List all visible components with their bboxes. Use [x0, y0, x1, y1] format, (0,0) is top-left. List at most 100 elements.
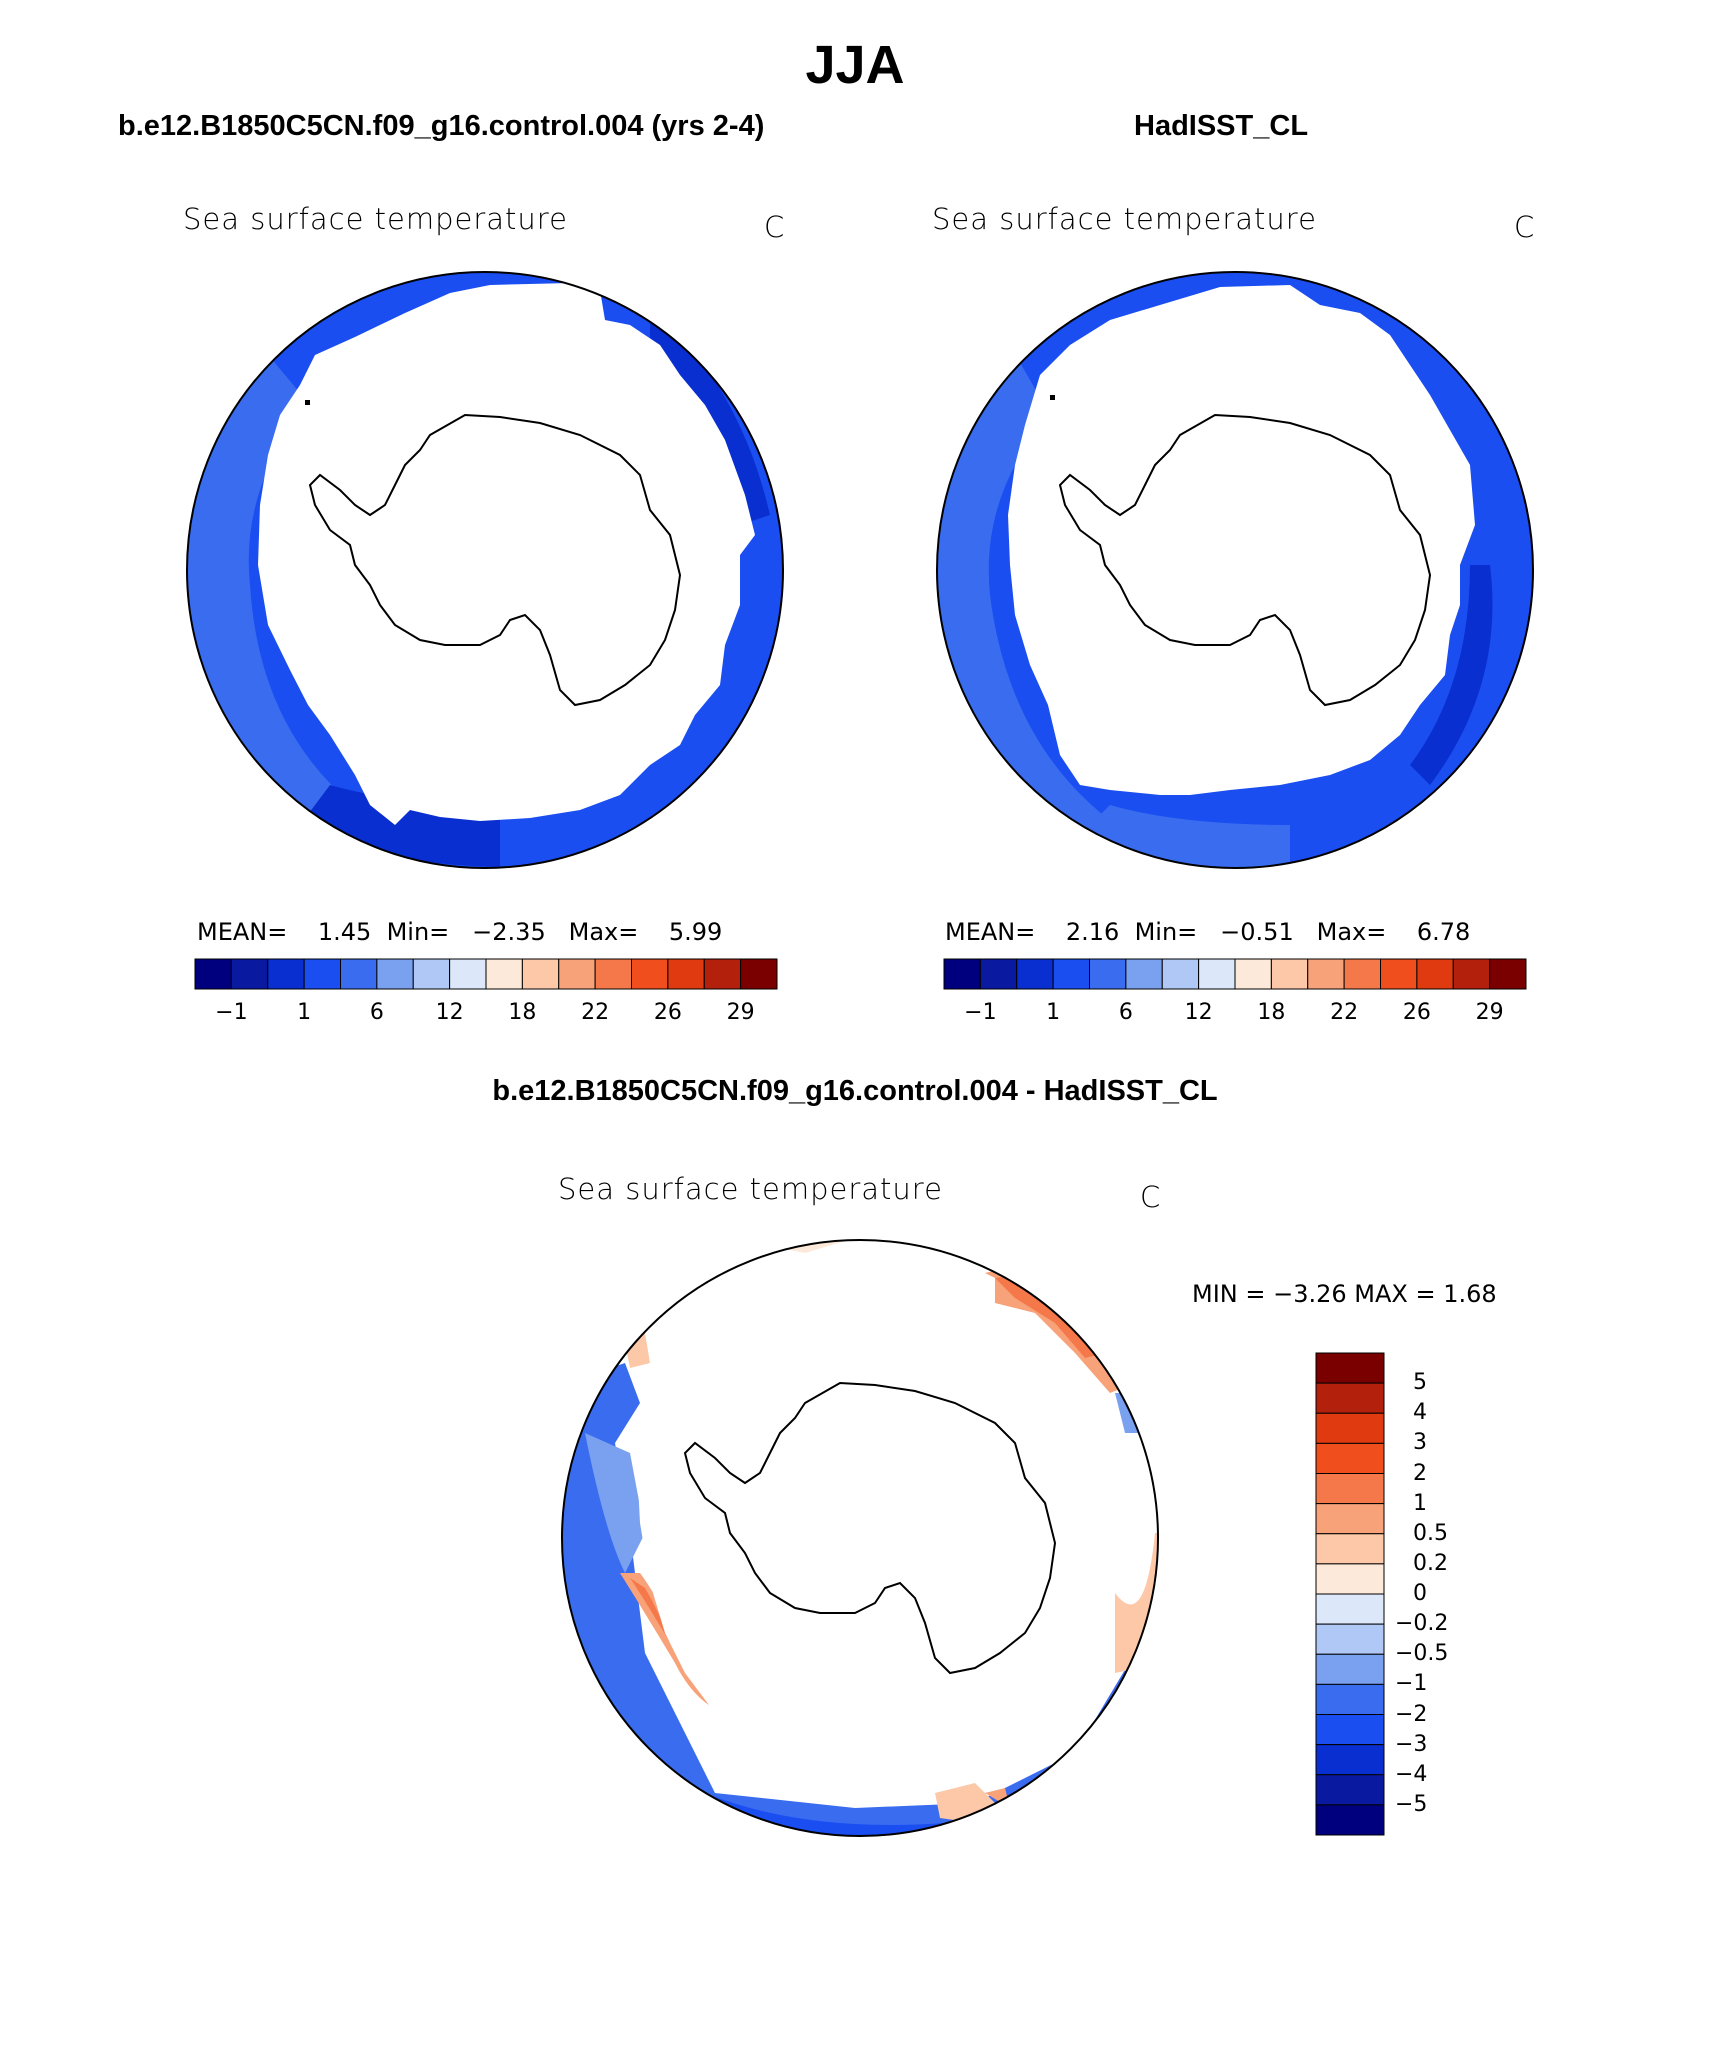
model-colorbar-tick-label: 18: [508, 1000, 537, 1025]
obs-colorbar-tick-label: 12: [1184, 1000, 1213, 1025]
diff-colorbar-tick-label: 4: [1413, 1400, 1427, 1426]
diff-colorbar-swatch: [1315, 1744, 1385, 1776]
diff-colorbar-swatch: [1315, 1593, 1385, 1625]
model-colorbar: [194, 958, 778, 990]
diff-units-label: C: [1140, 1180, 1161, 1214]
obs-colorbar-tick-label: 26: [1402, 1000, 1431, 1025]
model-colorbar-swatch: [449, 958, 487, 990]
obs-colorbar-tick-label: 29: [1475, 1000, 1504, 1025]
difference-title: b.e12.B1850C5CN.f09_g16.control.004 - Ha…: [492, 1075, 1218, 1107]
diff-colorbar-swatch: [1315, 1503, 1385, 1535]
obs-colorbar-swatch: [1343, 958, 1381, 990]
model-variable-title: Sea surface temperature: [183, 202, 568, 236]
obs-colorbar-swatch: [1452, 958, 1491, 990]
model-colorbar-swatch: [376, 958, 414, 990]
diff-colorbar-swatch: [1315, 1382, 1385, 1414]
model-colorbar-tick-label: 6: [369, 1000, 384, 1025]
model-colorbar-swatch: [412, 958, 451, 990]
model-colorbar-swatch: [740, 958, 778, 990]
diff-colorbar-swatch: [1315, 1442, 1385, 1474]
model-colorbar-swatch: [667, 958, 705, 990]
model-colorbar-tick-label: 1: [297, 1000, 312, 1025]
diff-colorbar-swatch: [1315, 1563, 1385, 1595]
obs-colorbar-tick-label: 18: [1257, 1000, 1286, 1025]
diff-minmax: MIN = −3.26 MAX = 1.68: [1192, 1280, 1497, 1308]
obs-colorbar-swatch: [1125, 958, 1163, 990]
diff-colorbar-swatch: [1315, 1804, 1385, 1836]
obs-colorbar-tick-label: −1: [964, 1000, 997, 1025]
obs-colorbar-swatch: [1489, 958, 1527, 990]
diff-colorbar-swatch: [1315, 1412, 1385, 1444]
obs-colorbar-swatch: [1161, 958, 1200, 990]
diff-colorbar-tick-label: −2: [1395, 1701, 1428, 1727]
obs-units-label: C: [1514, 210, 1535, 244]
obs-case-title: HadISST_CL: [1134, 110, 1309, 142]
model-colorbar-swatch: [230, 958, 269, 990]
obs-colorbar-swatch: [1380, 958, 1418, 990]
obs-colorbar-tick-label: 6: [1118, 1000, 1133, 1025]
diff-colorbar-tick-label: −4: [1395, 1761, 1428, 1787]
obs-colorbar-swatch: [1270, 958, 1309, 990]
obs-stats: MEAN= 2.16 Min= −0.51 Max= 6.78: [945, 918, 1471, 946]
obs-sst-map: [936, 271, 1534, 869]
obs-colorbar: [943, 958, 1527, 990]
diff-colorbar-tick-label: 1: [1413, 1490, 1427, 1516]
diff-colorbar-swatch: [1315, 1774, 1385, 1806]
diff-colorbar-tick-label: 3: [1413, 1430, 1427, 1456]
obs-colorbar-tick-label: 1: [1046, 1000, 1061, 1025]
model-colorbar-swatch: [303, 958, 341, 990]
diff-colorbar-swatch: [1315, 1683, 1385, 1715]
diff-colorbar-swatch: [1315, 1714, 1385, 1746]
obs-colorbar-swatch: [1016, 958, 1054, 990]
model-colorbar-ticks: −1 1 6 12 18 22 26 29: [194, 1000, 778, 1030]
model-colorbar-tick-label: 29: [726, 1000, 755, 1025]
model-colorbar-swatch: [267, 958, 305, 990]
diff-colorbar-tick-label: −5: [1395, 1791, 1428, 1817]
model-colorbar-swatch: [703, 958, 742, 990]
diff-colorbar-tick-label: 2: [1413, 1460, 1427, 1486]
antarctica-coastline: [1058, 413, 1432, 707]
obs-colorbar-swatch: [943, 958, 981, 990]
diff-colorbar-tick-label: 0.2: [1413, 1550, 1448, 1576]
model-colorbar-swatch: [558, 958, 596, 990]
antarctica-coastline: [308, 413, 682, 707]
diff-colorbar-swatch: [1315, 1352, 1385, 1384]
diff-variable-title: Sea surface temperature: [558, 1172, 943, 1206]
diff-colorbar-swatch: [1315, 1533, 1385, 1565]
difference-sst-map: [561, 1239, 1159, 1837]
difference-colorbar-ticks: 5 4 3 2 1 0.5 0.2 0 −0.2 −0.5 −1 −2 −3 −4 −5: [1395, 1352, 1495, 1836]
obs-colorbar-swatch: [1307, 958, 1345, 990]
antarctica-coastline: [683, 1381, 1057, 1675]
model-colorbar-swatch: [194, 958, 232, 990]
model-colorbar-swatch: [485, 958, 523, 990]
model-case-title: b.e12.B1850C5CN.f09_g16.control.004 (yrs…: [118, 110, 765, 142]
model-colorbar-tick-label: −1: [215, 1000, 248, 1025]
model-colorbar-swatch: [594, 958, 632, 990]
diff-colorbar-tick-label: 5: [1413, 1370, 1427, 1396]
obs-colorbar-ticks: −1 1 6 12 18 22 26 29: [943, 1000, 1527, 1030]
model-colorbar-tick-label: 12: [435, 1000, 464, 1025]
model-colorbar-swatch: [631, 958, 669, 990]
diff-colorbar-tick-label: −3: [1395, 1731, 1428, 1757]
model-colorbar-swatch: [521, 958, 560, 990]
diff-colorbar-tick-label: −0.2: [1395, 1611, 1449, 1637]
diff-colorbar-tick-label: −0.5: [1395, 1641, 1449, 1667]
obs-colorbar-swatch: [1198, 958, 1236, 990]
model-colorbar-tick-label: 26: [653, 1000, 682, 1025]
diff-colorbar-tick-label: 0.5: [1413, 1520, 1448, 1546]
diff-colorbar-tick-label: 0: [1413, 1581, 1427, 1606]
diff-colorbar-swatch: [1315, 1473, 1385, 1505]
model-stats: MEAN= 1.45 Min= −2.35 Max= 5.99: [197, 918, 723, 946]
figure-title: JJA: [805, 35, 905, 95]
model-sst-map: [186, 271, 784, 869]
obs-colorbar-tick-label: 22: [1330, 1000, 1359, 1025]
obs-variable-title: Sea surface temperature: [932, 202, 1317, 236]
model-colorbar-tick-label: 22: [581, 1000, 610, 1025]
obs-colorbar-swatch: [1052, 958, 1090, 990]
model-colorbar-swatch: [340, 958, 378, 990]
obs-colorbar-swatch: [1416, 958, 1454, 990]
difference-colorbar: [1315, 1352, 1385, 1836]
obs-colorbar-swatch: [979, 958, 1018, 990]
obs-colorbar-swatch: [1234, 958, 1272, 990]
diff-colorbar-swatch: [1315, 1653, 1385, 1685]
